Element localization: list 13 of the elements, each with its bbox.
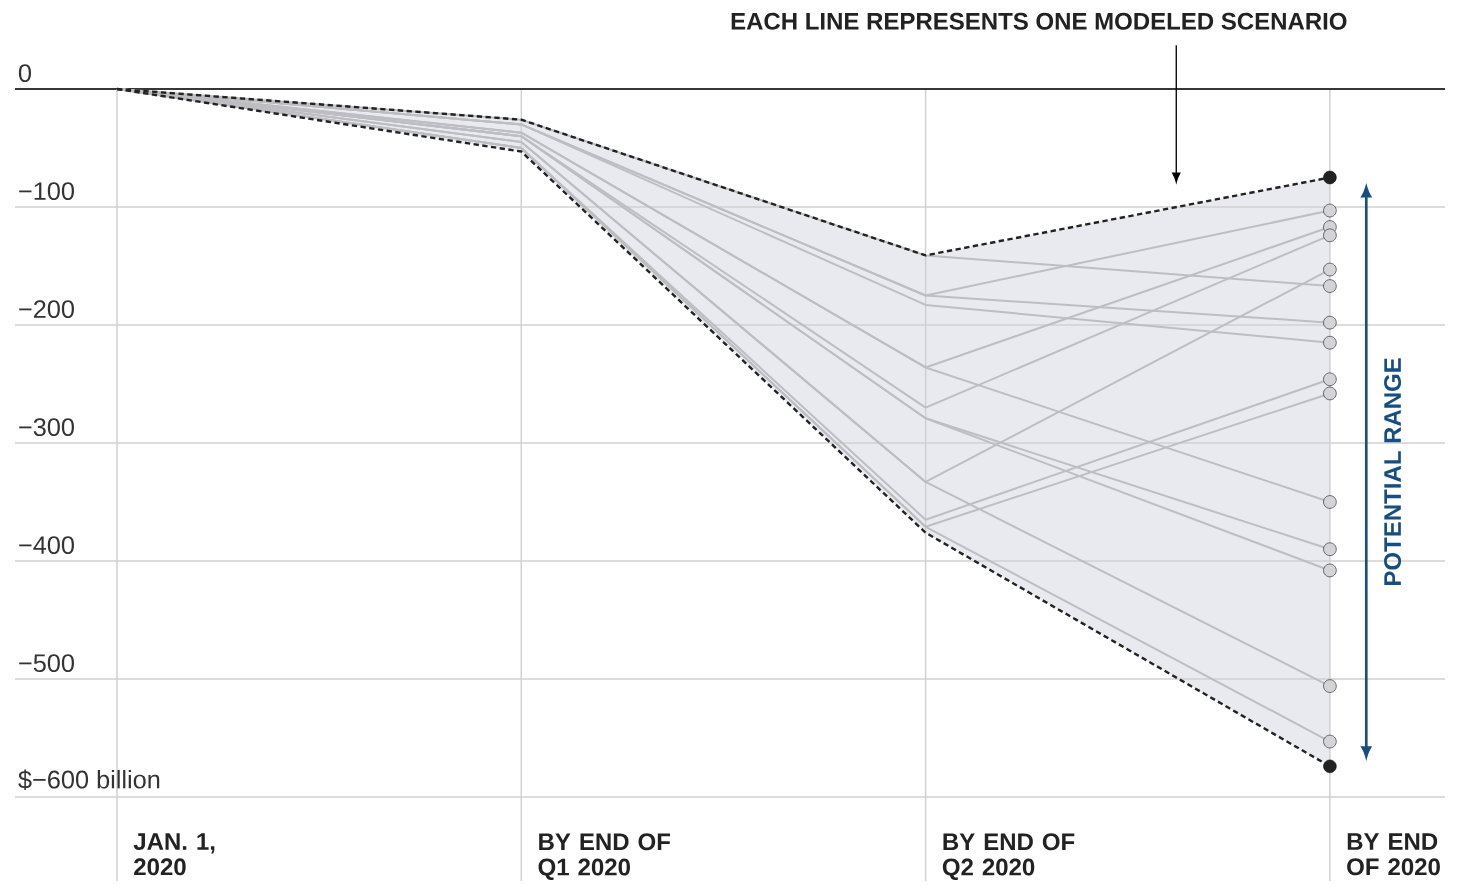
x-tick-label: BY END OF 2020 — [1347, 833, 1440, 876]
y-tick-label: −300 — [19, 418, 74, 437]
x-tick-label: BY END OF Q2 2020 — [942, 833, 1075, 881]
y-tick-label: −500 — [19, 654, 74, 673]
y-tick-label: −100 — [19, 182, 74, 201]
y-tick-label: −200 — [19, 300, 74, 319]
x-tick-label: JAN. 1, 2020 — [133, 833, 215, 876]
y-tick-label: 0 — [18, 64, 32, 83]
text: EACH LINE REPRESENTS ONE MODELED SCENARIO — [731, 12, 1347, 30]
annotation: POTENTIAL RANGE — [1384, 358, 1402, 585]
y-tick-label: −400 — [19, 536, 74, 555]
y-tick-label: $−600 billion — [18, 769, 160, 791]
x-tick-label: BY END OF Q1 2020 — [538, 833, 670, 881]
